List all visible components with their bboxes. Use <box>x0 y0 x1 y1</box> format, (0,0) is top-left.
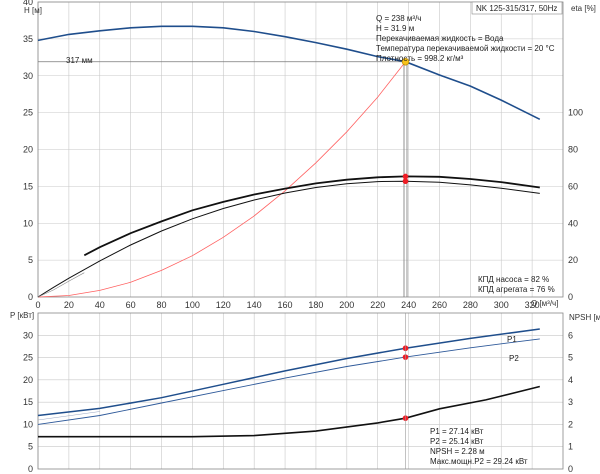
curve-label-317: 317 мм <box>66 56 93 65</box>
p2-readout: P2 = 25.14 кВт <box>430 437 484 446</box>
h-tick-label: 35 <box>23 34 33 44</box>
duty-density: Плотность = 998.2 кг/м³ <box>376 54 464 63</box>
h-tick-label: 25 <box>23 108 33 118</box>
efficiency-marker <box>402 173 409 180</box>
duty-flow: Q = 238 м³/ч <box>376 14 421 23</box>
power-panel: 0 5 10 15 20 25 30 0 1 2 3 4 5 6 P [кВт] NPSH [м] P1 … <box>10 311 600 474</box>
eta-tick-label: 100 <box>568 108 583 118</box>
y-axis-label-h: H [м] <box>24 6 42 15</box>
npsh-tick-label: 5 <box>568 353 573 363</box>
p2-power-line <box>37 338 540 425</box>
p-tick-label: 20 <box>23 375 33 385</box>
head-panel: 0 20 40 60 80 100 120 140 160 180 200 220 240 260 280 3… <box>23 0 596 310</box>
x-tick-label: 0 <box>35 300 40 310</box>
head-plot-frame <box>37 1 564 298</box>
h-tick-label: 40 <box>23 0 33 7</box>
eta-tick-label: 60 <box>568 181 578 191</box>
y2-axis-label-eta: eta [%] <box>571 4 596 13</box>
x-tick-label: 80 <box>157 300 167 310</box>
duty-liquid: Перекачиваемая жидкость = Вода <box>376 34 504 43</box>
power-tick-labels: 0 5 10 15 20 25 30 0 1 2 3 4 5 6 <box>23 330 573 474</box>
head-curve-line <box>37 25 541 121</box>
h-tick-label: 20 <box>23 145 33 155</box>
p-tick-label: 5 <box>28 442 33 452</box>
series-label-p1: P1 <box>507 335 517 344</box>
p-tick-label: 30 <box>23 330 33 340</box>
eta-tick-label: 80 <box>568 145 578 155</box>
eta-tick-label: 40 <box>568 218 578 228</box>
x-tick-label: 300 <box>494 300 509 310</box>
x-tick-label: 280 <box>463 300 478 310</box>
npsh-tick-label: 0 <box>568 464 573 474</box>
x-tick-label: 220 <box>370 300 385 310</box>
power-series-group <box>37 313 540 469</box>
x-tick-label: 160 <box>278 300 293 310</box>
y-axis-label-p: P [кВт] <box>10 311 34 320</box>
chart-title: NK 125-315/317, 50Hz <box>476 4 557 13</box>
h-tick-label: 0 <box>28 292 33 302</box>
npsh-readout: NPSH = 2.28 м <box>430 447 485 456</box>
head-tick-labels: 0 20 40 60 80 100 120 140 160 180 200 220 240 260 280 3… <box>23 0 583 310</box>
x-tick-label: 140 <box>247 300 262 310</box>
x-tick-label: 260 <box>432 300 447 310</box>
head-series-group <box>37 25 541 298</box>
p1-readout: P1 = 27.14 кВт <box>430 427 484 436</box>
h-tick-label: 15 <box>23 181 33 191</box>
x-tick-label: 120 <box>216 300 231 310</box>
p1-power-line <box>37 328 540 417</box>
x-tick-label: 60 <box>126 300 136 310</box>
title-box <box>471 1 563 15</box>
series-label-p2: P2 <box>509 354 519 363</box>
x-axis-label-q: Q [м³/ч] <box>531 299 558 308</box>
unit-efficiency-line <box>83 175 540 257</box>
p-tick-label: 0 <box>28 464 33 474</box>
x-tick-label: 180 <box>308 300 323 310</box>
max-power-readout: Макс.мощн.P2 = 29.24 кВт <box>430 457 528 466</box>
p-tick-label: 25 <box>23 353 33 363</box>
npsh-tick-label: 2 <box>568 419 573 429</box>
duty-temperature: Температура перекачиваемой жидкости = 20… <box>376 44 555 53</box>
npsh-tick-label: 1 <box>568 442 573 452</box>
efficiency-origin-line <box>37 272 85 298</box>
eta-tick-label: 0 <box>568 292 573 302</box>
y2-axis-label-npsh: NPSH [м] <box>569 313 600 322</box>
x-tick-label: 200 <box>339 300 354 310</box>
efficiency-marker <box>402 178 409 185</box>
pump-efficiency-line <box>37 180 540 298</box>
h-tick-label: 10 <box>23 218 33 228</box>
npsh-line <box>38 385 540 438</box>
x-tick-label: 320 <box>525 300 540 310</box>
unit-efficiency: КПД агрегата = 76 % <box>478 285 555 294</box>
p-tick-label: 15 <box>23 397 33 407</box>
system-curve-line <box>37 61 406 298</box>
p-tick-label: 10 <box>23 419 33 429</box>
x-tick-label: 240 <box>401 300 416 310</box>
x-tick-label: 40 <box>95 300 105 310</box>
npsh-tick-label: 4 <box>568 375 573 385</box>
pump-efficiency: КПД насоса = 82 % <box>478 275 549 284</box>
p1-leading-line <box>37 411 100 421</box>
power-plot-frame <box>37 312 564 470</box>
h-tick-label: 5 <box>28 255 33 265</box>
eta-tick-label: 20 <box>568 255 578 265</box>
h-tick-label: 30 <box>23 71 33 81</box>
x-tick-label: 20 <box>64 300 74 310</box>
npsh-tick-label: 3 <box>568 397 573 407</box>
duty-head: H = 31.9 м <box>376 24 414 33</box>
operating-point-marker <box>401 58 410 66</box>
npsh-tick-label: 6 <box>568 330 573 340</box>
x-tick-label: 100 <box>185 300 200 310</box>
